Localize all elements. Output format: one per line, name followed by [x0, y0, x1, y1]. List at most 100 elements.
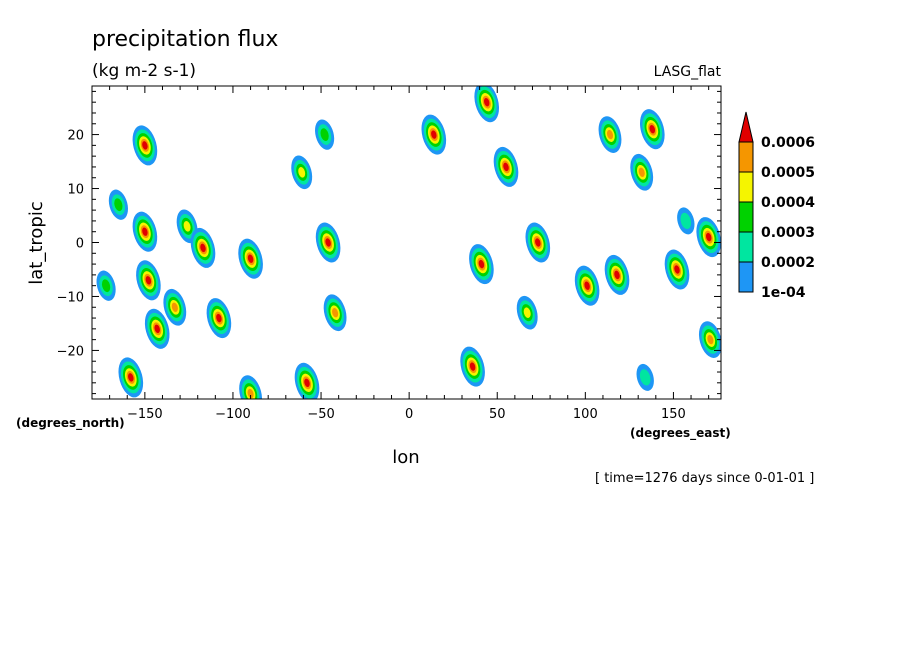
contour-level	[114, 198, 123, 212]
contour-level	[431, 130, 437, 139]
contour-level	[584, 281, 590, 290]
x-tick-label: −50	[307, 407, 334, 422]
contour-cell	[664, 249, 690, 290]
contour-level	[478, 259, 485, 269]
contour-level	[216, 313, 222, 323]
contour-level	[171, 302, 178, 312]
contour-level	[101, 279, 111, 293]
contour-cell	[315, 222, 341, 263]
contour-cell	[144, 308, 170, 349]
contour-level	[503, 162, 509, 172]
x-tick-label: 50	[489, 407, 506, 422]
colorbar-swatch	[738, 171, 754, 203]
contour-level	[128, 373, 134, 382]
colorbar-label: 0.0005	[761, 165, 815, 181]
x-tick-label: −100	[215, 407, 251, 422]
contour-level	[183, 221, 191, 232]
contour-cell	[677, 207, 695, 235]
contour-level	[606, 129, 614, 140]
contour-cell	[604, 254, 630, 295]
contour-level	[707, 334, 714, 345]
plot-background	[92, 86, 721, 399]
contour-level	[200, 243, 206, 253]
contour-level	[523, 307, 531, 318]
contour-cell	[238, 238, 263, 279]
model-label: LASG_flat	[654, 64, 722, 80]
contour-cell	[698, 321, 721, 358]
contour-cell	[96, 270, 116, 301]
colorbar-label: 1e-04	[761, 285, 806, 301]
x-tick-label: 0	[405, 407, 413, 422]
contour-level	[469, 362, 476, 371]
contour-cell	[460, 346, 485, 387]
contour-cell	[118, 357, 144, 398]
contour-level	[320, 128, 329, 141]
contour-cell	[525, 222, 551, 263]
colorbar-arrow	[738, 111, 754, 143]
contour-cell	[206, 298, 232, 339]
contour-cell	[598, 116, 622, 153]
contour-cell	[291, 155, 313, 190]
colorbar: 1e-04 0.0002 0.0003 0.0004 0.0005 0.0006	[738, 111, 815, 301]
contour-level	[332, 308, 339, 318]
contour-level	[614, 270, 620, 280]
colorbar-swatch	[738, 261, 754, 293]
x-tick-labels: −150 −100 −50 0 50 100 150	[127, 407, 686, 422]
contour-cell	[469, 244, 494, 285]
x-units-label: (degrees_east)	[630, 426, 731, 441]
contour-cell	[315, 119, 335, 150]
contour-cell	[132, 211, 158, 252]
y-axis-title: lat_tropic	[26, 201, 47, 285]
axis-ticks	[92, 86, 721, 399]
contour-cell	[294, 362, 320, 399]
contour-cell	[190, 227, 216, 268]
contour-level	[483, 97, 490, 107]
contour-level	[674, 265, 680, 274]
contour-level	[304, 378, 310, 388]
x-tick-label: 100	[573, 407, 598, 422]
contour-level	[638, 167, 645, 177]
contour-level	[705, 232, 712, 242]
contour-cell	[474, 86, 500, 123]
contour-cell	[696, 217, 721, 258]
x-tick-label: −150	[127, 407, 163, 422]
contour-cell	[163, 288, 187, 326]
y-tick-label: 10	[67, 183, 84, 198]
contour-cells	[96, 86, 721, 399]
chart-title: precipitation flux	[92, 27, 278, 52]
contour-level	[325, 238, 331, 247]
contour-cell	[639, 109, 665, 150]
contour-level	[247, 388, 254, 399]
contour-level	[639, 369, 651, 386]
y-tick-label: 20	[67, 129, 84, 144]
colorbar-swatch	[738, 201, 754, 233]
colorbar-swatch	[738, 231, 754, 263]
contour-cell	[323, 294, 347, 332]
contour-cell	[574, 265, 600, 306]
contour-level	[145, 276, 152, 285]
colorbar-label: 0.0006	[761, 135, 815, 151]
time-note: [ time=1276 days since 0-01-01 ]	[595, 471, 814, 486]
contour-level	[535, 238, 541, 247]
contour-level	[649, 124, 656, 134]
contour-level	[142, 141, 148, 150]
y-tick-label: 0	[76, 237, 84, 252]
colorbar-label: 0.0002	[761, 255, 815, 271]
contour-cell	[421, 114, 447, 155]
chart-units: (kg m-2 s-1)	[92, 61, 196, 81]
contour-cell	[493, 146, 519, 187]
contour-cell	[516, 295, 538, 330]
colorbar-swatch	[738, 141, 754, 173]
contour-level	[142, 227, 148, 236]
y-tick-label: −20	[57, 344, 84, 359]
y-tick-label: −10	[57, 290, 84, 305]
contour-cell	[630, 153, 654, 191]
x-tick-label: 150	[661, 407, 686, 422]
contour-cell	[132, 125, 158, 166]
contour-cell	[136, 260, 161, 301]
y-units-label: (degrees_north)	[16, 416, 125, 431]
contour-cell	[636, 363, 654, 391]
contour-level	[680, 212, 692, 230]
contour-level	[247, 254, 254, 263]
